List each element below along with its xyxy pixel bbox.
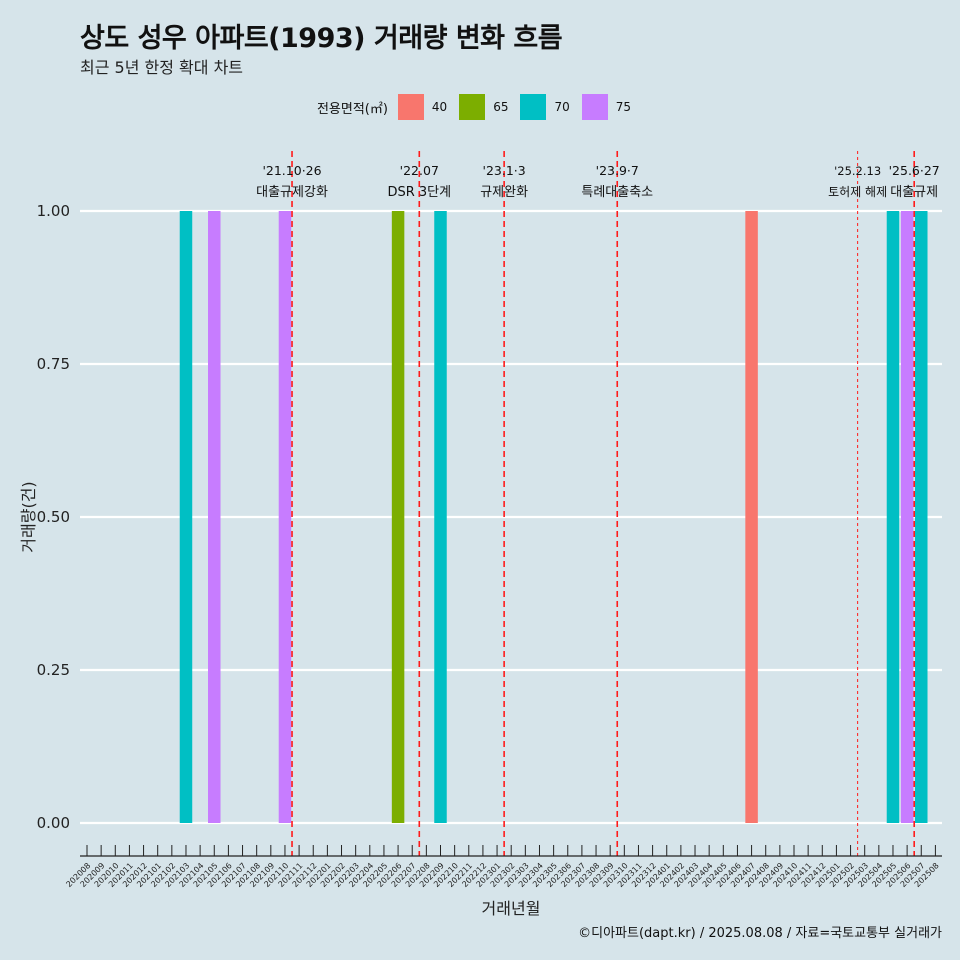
legend-label-75: 75 (615, 100, 632, 114)
legend-item-40: 40 (397, 94, 448, 120)
event-date-label: '25.2.13 (834, 164, 881, 178)
legend-label-40: 40 (431, 100, 448, 114)
bar-202505-70 (886, 211, 900, 823)
x-axis: 2020082020092020102020112020122021012021… (64, 845, 942, 889)
bar-202105-75 (208, 211, 221, 823)
bars (179, 211, 928, 823)
y-tick-label: 1.00 (37, 202, 70, 220)
legend-swatch-40 (397, 94, 424, 120)
y-tick-label: 0.25 (37, 661, 70, 679)
event-lines: '21.10·26 대출규제강화 '22.07 DSR 3단계 '23.1·3 규제완화 '… (256, 151, 940, 856)
bar-202407-40 (745, 211, 758, 823)
legend-label-70: 70 (554, 100, 570, 114)
legend-swatch-70 (520, 94, 547, 120)
event-name-label: 특례대출축소 (581, 185, 653, 200)
event-name-label: DSR 3단계 (387, 185, 451, 200)
bar-202206-65 (391, 211, 405, 823)
event-date-label: '25.6·27 (889, 163, 940, 178)
legend-item-65: 65 (459, 94, 508, 120)
y-tick-label: 0.50 (37, 508, 70, 526)
bar-202209-70 (434, 211, 447, 823)
event-date-label: '23.1·3 (483, 163, 526, 178)
event-date-label: '22.07 (400, 163, 439, 178)
event-name-label: 규제완화 (480, 185, 528, 200)
y-axis-label: 거래량(건) (19, 481, 38, 552)
chart-title: 상도 성우 아파트(1993) 거래량 변화 흐름 (80, 23, 563, 54)
bar-202110-75 (278, 211, 292, 823)
event-date-label: '23.9·7 (596, 163, 639, 178)
event-name-label: 대출규제 (890, 185, 938, 200)
legend-item-70: 70 (520, 94, 570, 120)
legend-title: 전용면적(㎡) (316, 101, 388, 117)
source-caption: ©디아파트(dapt.kr) / 2025.08.08 / 자료=국토교통부 실… (578, 926, 942, 941)
bar-202506-75 (900, 211, 914, 823)
legend: 전용면적(㎡) 40 65 70 75 (0, 94, 960, 120)
event-name-label: 토허제 해제 (828, 185, 887, 199)
legend-item-75: 75 (581, 94, 632, 120)
bar-202507-70 (915, 211, 928, 823)
y-tick-label: 0.75 (37, 355, 70, 373)
legend-swatch-65 (459, 94, 486, 120)
legend-label-65: 65 (493, 100, 509, 114)
bar-202103-70 (179, 211, 193, 823)
chart-subtitle: 최근 5년 한정 확대 차트 (80, 58, 244, 77)
x-axis-label: 거래년월 (482, 899, 541, 918)
y-tick-label: 0.00 (37, 814, 70, 832)
event-date-label: '21.10·26 (262, 163, 321, 178)
y-axis: 0.00 0.25 0.50 0.75 1.00 (37, 202, 70, 832)
gridlines (80, 209, 942, 825)
event-name-label: 대출규제강화 (256, 185, 328, 200)
legend-swatch-75 (581, 94, 608, 120)
